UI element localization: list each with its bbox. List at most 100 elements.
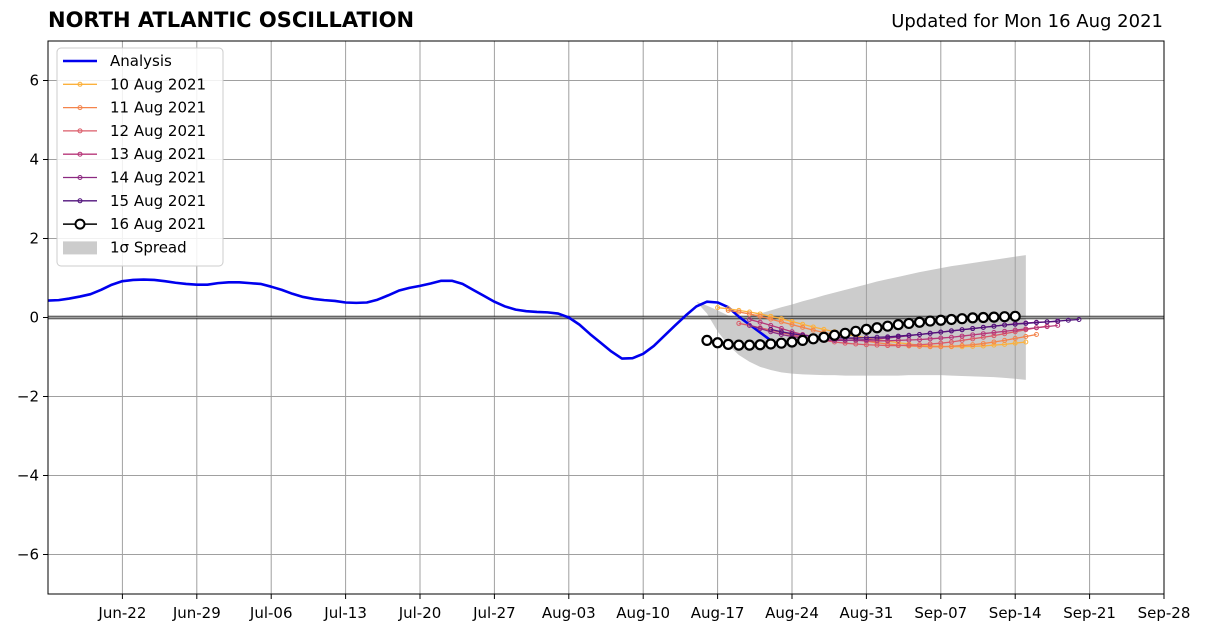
forecast-3-point-17 (927, 336, 933, 342)
forecast-5-point-14 (917, 331, 923, 337)
legend-label-4: 13 Aug 2021 (110, 145, 206, 163)
forecast-5-point-25 (1033, 320, 1039, 326)
forecast-0-point-5 (768, 313, 774, 319)
forecast-1-point-5 (778, 319, 784, 325)
legend-label-1: 10 Aug 2021 (110, 75, 206, 93)
forecast-5-point-27 (1055, 318, 1061, 324)
x-tick-label-3: Jul-13 (323, 604, 367, 622)
forecast-2-point-14 (885, 343, 891, 349)
y-tick-label-5: 4 (29, 151, 39, 169)
forecast-4-point-1 (757, 326, 763, 332)
forecast-5-point-15 (927, 330, 933, 336)
legend-swatch-marker-5 (77, 175, 83, 180)
current-forecast-point-10 (807, 333, 819, 345)
forecast-3-point-3 (778, 326, 784, 332)
forecast-2-point-16 (906, 342, 912, 348)
forecast-1-point-25 (991, 339, 997, 345)
forecast-0-point-7 (789, 318, 795, 324)
x-tick-label-9: Aug-24 (765, 604, 819, 622)
forecast-1-point-19 (927, 344, 933, 350)
y-tick-label-4: 2 (29, 230, 39, 248)
legend-swatch-marker-1 (77, 81, 83, 87)
current-forecast-point-1 (711, 337, 724, 349)
forecast-3-point-0 (746, 316, 752, 322)
x-tick-label-8: Aug-17 (691, 604, 745, 622)
forecast-2-point-0 (736, 320, 742, 326)
legend-entry-1: 10 Aug 2021 (63, 75, 206, 93)
forecast-5-point-13 (906, 332, 912, 338)
legend-entry-8: 1σ Spread (63, 238, 187, 256)
forecast-1-point-29 (1033, 331, 1039, 337)
forecast-0-point-29 (1023, 339, 1029, 345)
legend-label-3: 12 Aug 2021 (110, 122, 206, 140)
forecast-3-point-27 (1033, 325, 1039, 331)
current-forecast-point-9 (797, 334, 809, 347)
forecast-5-point-2 (789, 331, 795, 337)
current-forecast-point-11 (818, 331, 830, 343)
legend-entry-0: Analysis (63, 52, 172, 70)
x-tick-label-12: Sep-14 (989, 604, 1042, 622)
forecast-1-point-0 (725, 307, 731, 313)
forecast-5-point-23 (1012, 321, 1018, 327)
current-forecast-point-27 (988, 311, 1000, 323)
legend-label-5: 14 Aug 2021 (110, 169, 206, 187)
forecast-4-point-3 (778, 331, 784, 337)
current-forecast-point-6 (765, 338, 777, 350)
forecast-3-point-25 (1012, 327, 1018, 333)
forecast-3-point-18 (938, 335, 944, 341)
x-tick-label-0: Jun-22 (97, 604, 146, 622)
analysis-line (47, 278, 783, 360)
forecast-3-point-21 (970, 332, 976, 338)
y-tick-label-1: −4 (17, 467, 39, 485)
y-tick-label-6: 6 (29, 72, 39, 90)
forecast-2-point-18 (927, 341, 933, 347)
current-forecast-point-25 (967, 312, 979, 324)
current-forecast-series (701, 310, 1021, 351)
forecast-1-point-22 (959, 343, 965, 349)
forecast-2-point-15 (895, 343, 901, 349)
forecast-0-point-26 (991, 342, 997, 348)
legend-box (56, 47, 224, 267)
forecast-0-point-9 (810, 324, 816, 330)
current-forecast-point-21 (924, 315, 936, 327)
current-forecast-point-28 (998, 311, 1011, 323)
legend-swatch-marker-3 (77, 128, 83, 134)
forecast-5-point-10 (874, 334, 880, 340)
legend-entry-3: 12 Aug 2021 (63, 122, 206, 140)
current-forecast-point-26 (977, 311, 989, 324)
x-tick-label-5: Jul-27 (472, 604, 516, 622)
x-tick-label-7: Aug-10 (616, 604, 670, 622)
x-tick-label-4: Jul-20 (398, 604, 442, 622)
legend-entry-7: 16 Aug 2021 (63, 215, 206, 233)
current-forecast-point-7 (775, 337, 787, 349)
forecast-1-point-2 (746, 311, 752, 317)
x-tick-label-2: Jul-06 (249, 604, 293, 622)
legend-swatch-spread (63, 241, 97, 255)
forecast-3-point-1 (757, 319, 763, 325)
legend-swatch-marker-4 (77, 151, 83, 157)
forecast-1-point-26 (1002, 337, 1008, 343)
forecast-1-point-23 (970, 342, 976, 348)
current-forecast-point-8 (786, 336, 798, 348)
forecast-3-point-26 (1023, 326, 1029, 332)
current-forecast-point-22 (935, 314, 947, 326)
forecast-5-point-19 (970, 326, 976, 332)
forecast-3-point-22 (980, 331, 986, 337)
x-tick-label-14: Sep-28 (1138, 604, 1191, 622)
current-forecast-point-24 (956, 313, 968, 325)
current-forecast-point-2 (722, 338, 734, 350)
forecast-5-point-22 (1002, 322, 1008, 328)
y-tick-label-0: −6 (17, 546, 39, 564)
forecast-0-point-10 (821, 326, 827, 332)
forecast-1-point-4 (768, 316, 774, 322)
current-forecast-point-17 (882, 320, 894, 332)
chart-subtitle: Updated for Mon 16 Aug 2021 (891, 11, 1163, 32)
forecast-1-point-7 (800, 324, 806, 330)
current-forecast-point-19 (903, 317, 915, 330)
forecast-2-point-20 (948, 339, 954, 345)
legend-entry-5: 14 Aug 2021 (63, 169, 206, 187)
forecast-5-point-16 (938, 329, 944, 335)
forecast-0-point-28 (1012, 340, 1018, 346)
legend-label-6: 15 Aug 2021 (110, 192, 206, 210)
